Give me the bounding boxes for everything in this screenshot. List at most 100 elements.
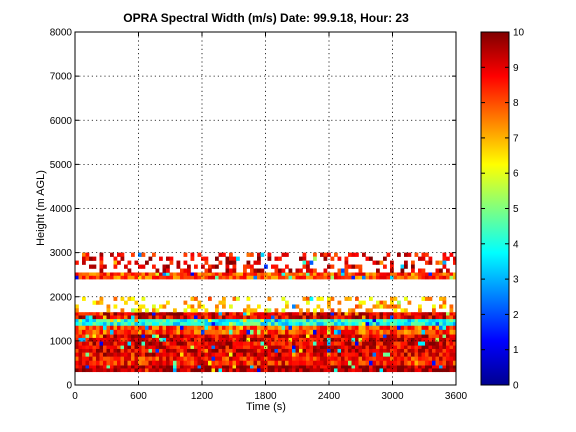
heatmap-cell-band-1 [103,356,107,362]
heatmap-cell-band-3 [162,337,167,342]
heatmap-cell-band-2 [274,352,279,357]
heatmap-cell-band-3 [78,334,83,339]
heatmap-cell-band-1 [316,356,321,362]
heatmap-cell-band-8 [362,275,366,280]
heatmap-cell-band-5 [267,322,272,326]
heatmap-cell-band-2 [316,348,321,353]
heatmap-cell-band-0 [285,365,289,369]
heatmap-cell-band-0 [313,365,317,369]
heatmap-cell-band-1 [190,356,195,362]
heatmap-cell-band-0 [127,368,132,373]
heatmap-cell-band-4 [309,329,314,335]
heatmap-cell-band-4 [393,329,398,335]
heatmap-cell-band-1 [211,356,216,362]
heatmap-cell-band-4 [197,329,202,335]
heatmap-cell-band-3 [218,337,223,342]
heatmap-cell-band-3 [204,334,209,339]
heatmap-cell-band-6 [208,315,212,320]
heatmap-cell-band-8 [376,272,380,277]
heatmap-cell-band-6 [155,312,160,316]
heatmap-cell-band-4 [453,329,456,335]
heatmap-cell-band-3 [260,341,265,346]
heatmap-cell-band-2 [330,352,335,357]
heatmap-cell-band-0 [257,365,261,369]
heatmap-cell-band-8 [211,272,216,277]
heatmap-cell-band-2 [232,345,237,350]
heatmap-cell-band-2 [306,348,310,353]
heatmap-cell-band-3 [404,337,408,342]
heatmap-cell-band-5 [155,318,160,323]
heatmap-cell-band-8 [75,272,79,277]
heatmap-cell-band-4 [425,329,429,335]
heatmap-cell-band-1 [183,356,188,362]
heatmap-cell-band-0 [288,365,293,369]
heatmap-cell-band-2 [225,352,230,357]
heatmap-cell-band-3 [365,341,370,346]
heatmap-cell-band-2 [390,352,394,357]
heatmap-cell-band-6 [229,312,233,316]
heatmap-cell-band-3 [453,337,456,342]
heatmap-cell-band-1 [306,356,310,362]
heatmap-cell-band-1 [215,356,219,362]
heatmap-cell-band-4 [323,329,328,335]
heatmap-cell-band-6 [113,312,118,316]
heatmap-cell-band-6 [253,312,258,316]
heatmap-cell-band-4 [155,325,160,331]
heatmap-cell-band-2 [330,348,335,353]
heatmap-cell-band-2 [442,348,447,353]
heatmap-cell-band-0 [159,365,163,369]
heatmap-cell-band-9 [365,256,370,261]
heatmap-cell-band-2 [316,345,321,350]
heatmap-cell-band-9 [449,252,454,257]
heatmap-cells [75,252,456,373]
heatmap-cell-band-3 [190,341,195,346]
heatmap-cell-band-5 [295,322,300,326]
heatmap-cell-band-7 [190,296,195,301]
heatmap-cell-band-8 [148,272,153,277]
heatmap-cell-band-6 [124,312,128,316]
heatmap-cell-band-2 [173,348,177,353]
heatmap-cell-band-6 [232,312,237,316]
heatmap-cell-band-9 [92,264,97,269]
heatmap-cell-band-7 [358,304,363,309]
heatmap-cell-band-4 [257,325,261,331]
heatmap-cell-band-3 [236,334,240,339]
heatmap-cell-band-7 [141,304,146,309]
heatmap-cell-band-5 [145,318,149,323]
heatmap-cell-band-3 [330,337,335,342]
heatmap-cell-band-0 [96,368,100,373]
heatmap-cell-band-5 [285,322,289,326]
heatmap-cell-band-2 [362,345,366,350]
heatmap-cell-band-2 [288,345,293,350]
heatmap-cell-band-6 [225,315,230,320]
heatmap-cell-band-3 [383,341,387,346]
heatmap-cell-band-2 [78,345,83,350]
heatmap-cell-band-7 [355,304,359,309]
heatmap-cell-band-3 [155,341,160,346]
heatmap-cell-band-1 [155,360,160,366]
heatmap-cell-band-3 [225,341,230,346]
heatmap-cell-band-8 [92,272,97,277]
heatmap-cell-band-6 [257,312,261,316]
grid-lines [75,32,456,385]
heatmap-cell-band-4 [138,329,142,335]
heatmap-cell-band-8 [414,275,419,280]
heatmap-cell-band-2 [85,352,90,357]
heatmap-cell-band-3 [204,337,209,342]
heatmap-cell-band-9 [152,264,156,269]
heatmap-cell-band-5 [386,318,391,323]
heatmap-cell-band-6 [281,312,286,316]
heatmap-cell-band-2 [155,348,160,353]
heatmap-cell-band-1 [411,356,415,362]
heatmap-cell-band-3 [344,334,349,339]
heatmap-cell-band-1 [145,360,149,366]
heatmap-cell-band-1 [103,360,107,366]
heatmap-cell-band-1 [117,356,121,362]
heatmap-cell-band-5 [355,318,359,323]
heatmap-cell-band-6 [169,315,174,320]
heatmap-cell-band-7 [295,304,300,309]
heatmap-cell-band-2 [414,352,419,357]
heatmap-cell-band-1 [239,360,244,366]
heatmap-cell-band-0 [428,368,433,373]
heatmap-cell-band-0 [82,365,86,369]
